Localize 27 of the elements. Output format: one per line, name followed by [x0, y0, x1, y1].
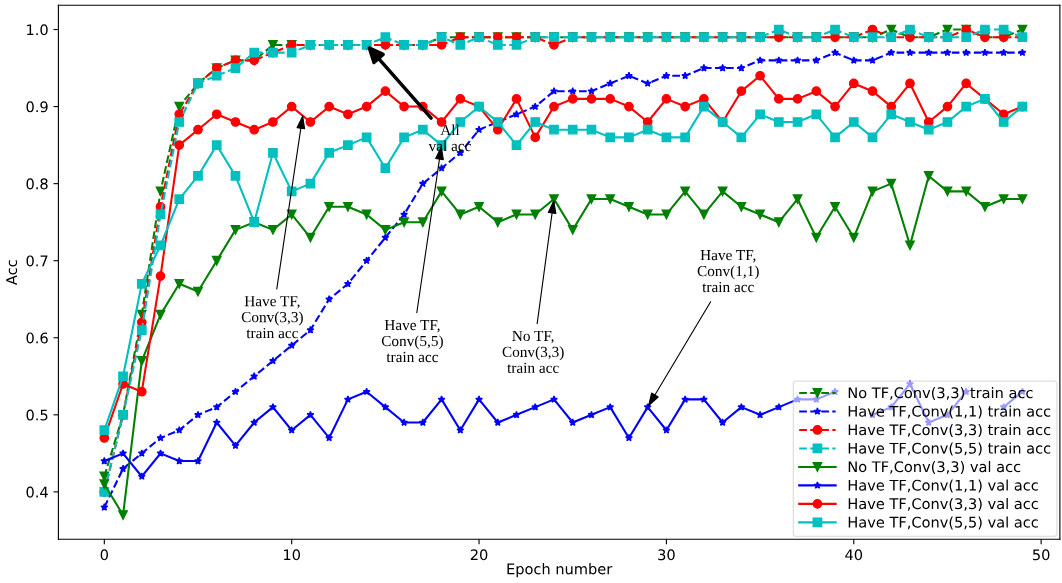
x-tick-label: 0: [100, 549, 108, 561]
legend-label: Have TF,Conv(3,3) val acc: [848, 497, 1038, 511]
legend-label: Have TF,Conv(1,1) train acc: [848, 405, 1051, 419]
y-tick-label: 1.0: [27, 24, 48, 36]
annotation: No TF, Conv(3,3) train acc: [502, 330, 564, 374]
annotation: Have TF, Conv(1,1) train acc: [697, 250, 759, 293]
x-tick-label: 40: [845, 549, 863, 561]
x-tick-label: 20: [470, 549, 488, 561]
annotation: Have TF, Conv(5,5) train acc: [381, 320, 443, 363]
legend-label: Have TF,Conv(1,1) val acc: [848, 479, 1038, 493]
y-tick-label: 0.5: [26, 409, 48, 421]
x-axis-title: Epoch number: [507, 563, 613, 578]
annotation: Have TF, Conv(3,3) train acc: [241, 296, 303, 339]
y-tick-label: 0.8: [26, 178, 48, 190]
y-tick-label: 0.9: [26, 101, 48, 113]
x-tick-label: 50: [1032, 549, 1050, 561]
legend-label: No TF,Conv(3,3) train acc: [848, 386, 1033, 400]
y-tick-label: 0.6: [26, 332, 48, 344]
y-tick-label: 0.7: [26, 255, 48, 267]
x-tick-label: 10: [284, 549, 300, 561]
legend-label: Have TF,Conv(5,5) val acc: [848, 516, 1038, 530]
legend-label: Have TF,Conv(5,5) train acc: [848, 442, 1051, 456]
y-axis-title: Acc: [6, 260, 18, 286]
legend-label: No TF,Conv(3,3) val acc: [848, 460, 1021, 474]
y-tick-label: 0.4: [26, 486, 48, 498]
legend-label: Have TF,Conv(3,3) train acc: [848, 423, 1051, 437]
x-tick-label: 30: [658, 549, 675, 561]
